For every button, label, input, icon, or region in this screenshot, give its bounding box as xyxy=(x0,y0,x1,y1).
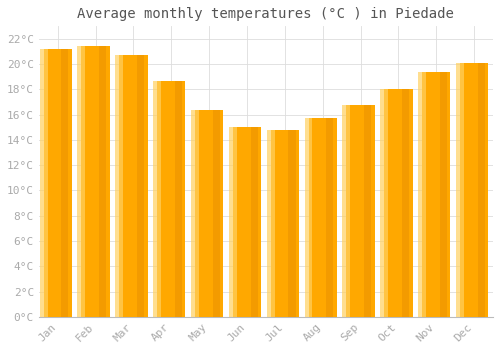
Bar xyxy=(40,49,48,317)
Bar xyxy=(456,63,464,317)
Bar xyxy=(478,63,485,317)
Bar xyxy=(250,127,258,317)
Bar xyxy=(304,119,312,317)
Bar xyxy=(157,80,186,317)
Bar xyxy=(44,49,72,317)
Bar xyxy=(191,110,199,317)
Bar xyxy=(440,72,447,317)
Bar xyxy=(233,127,261,317)
Bar xyxy=(195,110,224,317)
Bar xyxy=(82,47,110,317)
Bar xyxy=(308,119,337,317)
Title: Average monthly temperatures (°C ) in Piedade: Average monthly temperatures (°C ) in Pi… xyxy=(78,7,454,21)
Bar xyxy=(384,90,412,317)
Bar xyxy=(346,105,375,317)
Bar xyxy=(175,80,182,317)
Bar xyxy=(62,49,68,317)
Bar xyxy=(229,127,237,317)
Bar xyxy=(270,130,299,317)
Bar xyxy=(116,55,123,317)
Bar xyxy=(137,55,144,317)
Bar xyxy=(212,110,220,317)
Bar xyxy=(266,130,274,317)
Bar xyxy=(460,63,488,317)
Bar xyxy=(326,119,334,317)
Bar xyxy=(99,47,106,317)
Bar xyxy=(402,90,409,317)
Bar xyxy=(153,80,161,317)
Bar xyxy=(418,72,426,317)
Bar xyxy=(342,105,350,317)
Bar xyxy=(78,47,86,317)
Bar xyxy=(288,130,296,317)
Bar xyxy=(364,105,371,317)
Bar xyxy=(422,72,450,317)
Bar xyxy=(119,55,148,317)
Bar xyxy=(380,90,388,317)
